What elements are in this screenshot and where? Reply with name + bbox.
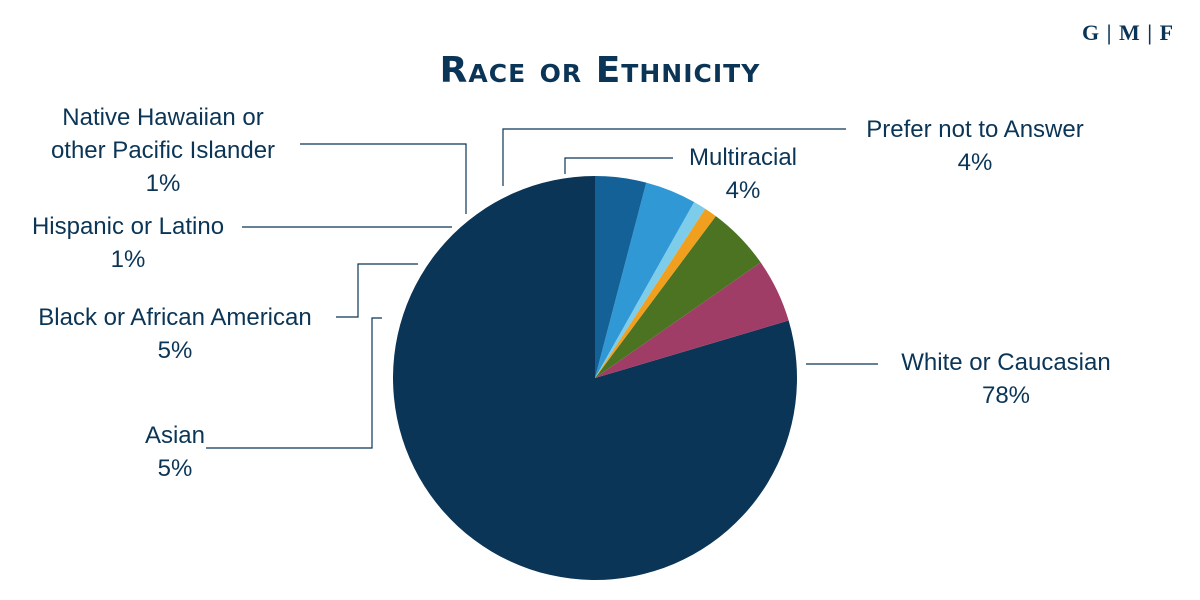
slice-label: Hispanic or Latino 1% — [32, 213, 224, 273]
leader-line — [502, 128, 846, 186]
chart-title: Race or Ethnicity — [439, 50, 761, 91]
slice-label: Multiracial 4% — [689, 144, 797, 204]
slice-category-label: Multiracial — [689, 144, 797, 171]
slice-category-label: White or Caucasian — [901, 349, 1110, 376]
slice-value-label: 1% — [111, 246, 146, 273]
slice-category-label: Prefer not to Answer — [866, 116, 1083, 143]
slice-category-label: Asian — [145, 422, 205, 449]
brand-logo: G | M | F — [1082, 20, 1175, 45]
pie-slice-hispanic-or-latino — [595, 208, 716, 378]
leader-line — [300, 143, 467, 214]
slice-category-label: Hispanic or Latino — [32, 213, 224, 240]
slice-label: Prefer not to Answer 4% — [866, 116, 1083, 176]
slice-label: Black or African American 5% — [38, 304, 311, 364]
slice-category-label: Black or African American — [38, 304, 311, 331]
slice-labels: White or Caucasian 78%Asian 5%Black or Afr… — [32, 104, 1111, 482]
slice-value-label: 4% — [726, 177, 761, 204]
slice-category-label: Native Hawaiian or — [62, 104, 263, 131]
pie-slice-native-hawaiian-or-other-pacific-islander — [595, 201, 706, 378]
slice-category-label: other Pacific Islander — [51, 137, 275, 164]
leader-line — [206, 317, 382, 449]
slice-label: Native Hawaiian or other Pacific Islander… — [51, 104, 275, 197]
pie-slice-white-or-caucasian — [392, 176, 797, 581]
leader-lines — [206, 128, 878, 449]
pie-slice-prefer-not-to-answer — [595, 182, 695, 378]
pie-slice-black-or-african-american — [595, 216, 761, 378]
slice-value-label: 78% — [982, 382, 1030, 409]
leader-line — [336, 263, 418, 318]
pie-slices — [392, 176, 797, 581]
slice-value-label: 1% — [146, 170, 181, 197]
slice-label: White or Caucasian 78% — [901, 349, 1110, 409]
pie-slice-asian — [595, 262, 789, 378]
pie-slice-multiracial — [595, 176, 647, 378]
slice-value-label: 5% — [158, 455, 193, 482]
slice-value-label: 4% — [958, 149, 993, 176]
slice-value-label: 5% — [158, 337, 193, 364]
leader-line — [564, 157, 673, 174]
slice-label: Asian 5% — [145, 422, 205, 482]
